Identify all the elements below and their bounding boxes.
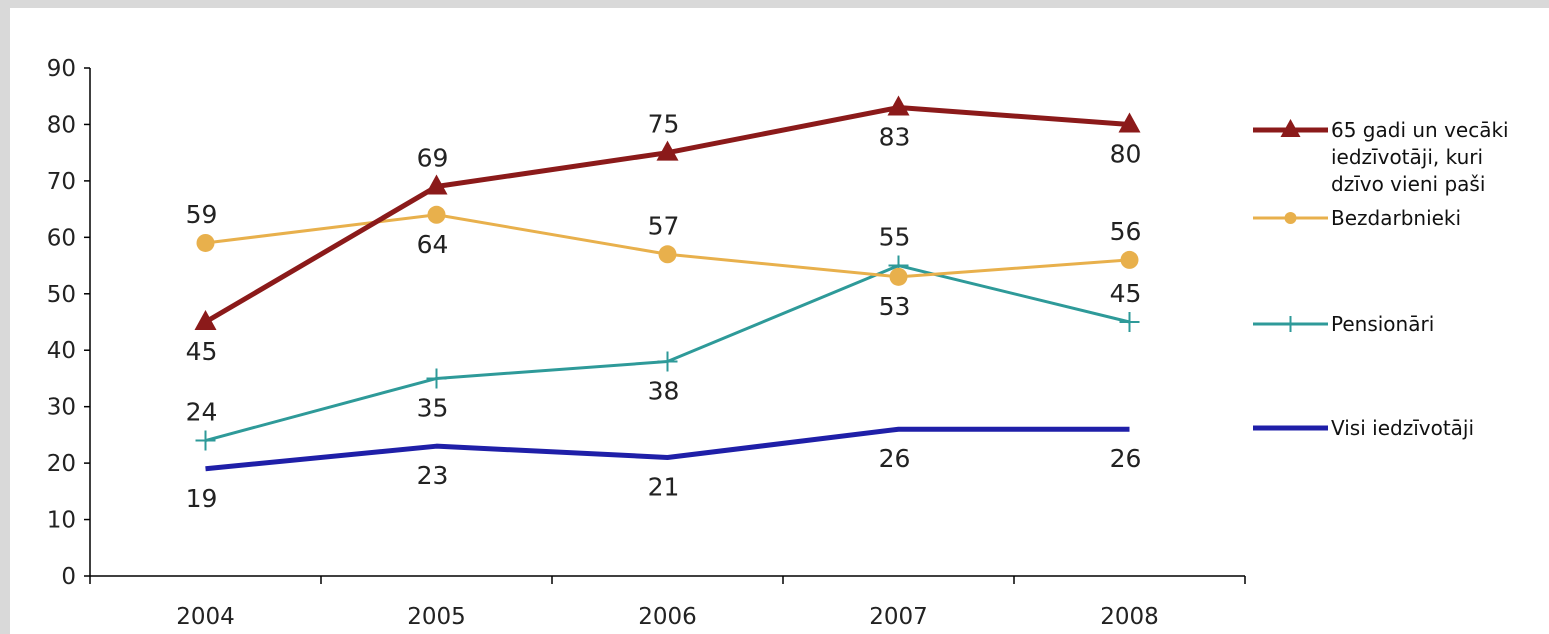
data-label: 23 xyxy=(417,461,449,490)
x-tick-label: 2008 xyxy=(1100,604,1159,630)
data-label: 45 xyxy=(186,337,218,366)
data-label: 53 xyxy=(879,292,911,321)
x-tick-label: 2007 xyxy=(869,604,928,630)
y-tick-label: 80 xyxy=(47,112,76,138)
data-label: 21 xyxy=(648,472,680,501)
legend-marker xyxy=(1280,119,1301,137)
legend-label: Bezdarbnieki xyxy=(1331,206,1461,230)
data-label: 19 xyxy=(186,484,218,513)
x-tick-label: 2005 xyxy=(407,604,466,630)
data-label: 26 xyxy=(879,444,911,473)
data-point xyxy=(196,233,215,252)
data-point xyxy=(656,140,679,161)
data-label: 45 xyxy=(1110,279,1142,308)
data-label: 80 xyxy=(1110,139,1142,168)
legend-marker xyxy=(1284,212,1297,224)
legend-label: Pensionāri xyxy=(1331,312,1434,336)
data-point xyxy=(1118,112,1141,133)
data-point xyxy=(657,351,678,372)
data-point xyxy=(887,95,910,116)
data-point xyxy=(658,245,677,264)
data-label: 57 xyxy=(648,211,680,240)
data-label: 56 xyxy=(1110,217,1142,246)
axes: 0 10 20 30 40 50 60 70 80 90 2004 2005 2006 2007 2008 xyxy=(47,56,1246,630)
x-tick-label: 2006 xyxy=(638,604,697,630)
y-tick-label: 20 xyxy=(47,451,76,477)
y-tick-label: 0 xyxy=(61,564,76,590)
legend-marker xyxy=(1282,316,1299,332)
legend-label: 65 gadi un vecāki xyxy=(1331,118,1509,142)
y-tick-label: 40 xyxy=(47,338,76,364)
legend: 65 gadi un vecāki iedzīvotāji, kuri dzīvo … xyxy=(1253,118,1509,440)
chart-frame: 0 10 20 30 40 50 60 70 80 90 2004 2005 2006 2007 2008 … xyxy=(10,8,1549,634)
y-tick-label: 10 xyxy=(47,508,76,534)
y-tick-label: 60 xyxy=(47,225,76,251)
data-point xyxy=(1120,250,1139,269)
y-tick-label: 50 xyxy=(47,282,76,308)
data-label: 64 xyxy=(417,230,449,259)
data-label: 38 xyxy=(648,377,680,406)
data-label: 83 xyxy=(879,123,911,152)
data-point xyxy=(889,267,908,286)
data-point xyxy=(194,310,217,330)
data-label: 59 xyxy=(186,200,218,229)
data-label: 75 xyxy=(648,110,680,139)
y-tick-label: 90 xyxy=(47,56,76,82)
y-tick-label: 70 xyxy=(47,169,76,195)
data-point xyxy=(427,205,446,224)
data-label: 24 xyxy=(186,398,218,427)
x-tick-label: 2004 xyxy=(176,604,235,630)
legend-label: Visi iedzīvotāji xyxy=(1331,416,1474,440)
data-point xyxy=(426,368,447,389)
data-point xyxy=(195,430,216,451)
data-point xyxy=(425,174,448,195)
data-label: 35 xyxy=(417,393,449,422)
data-label: 69 xyxy=(417,144,449,173)
data-label: 55 xyxy=(879,223,911,252)
y-tick-label: 30 xyxy=(47,395,76,421)
legend-label: iedzīvotāji, kuri xyxy=(1331,145,1483,169)
data-point xyxy=(1119,312,1140,332)
series-layer xyxy=(194,95,1141,472)
legend-label: dzīvo vieni paši xyxy=(1331,172,1485,196)
data-label: 26 xyxy=(1110,444,1142,473)
series-line-3 xyxy=(205,426,1130,472)
data-labels: 19 23 21 26 26 24 35 38 55 45 59 64 57 53 56 45 69 75 83 80 xyxy=(186,110,1142,513)
